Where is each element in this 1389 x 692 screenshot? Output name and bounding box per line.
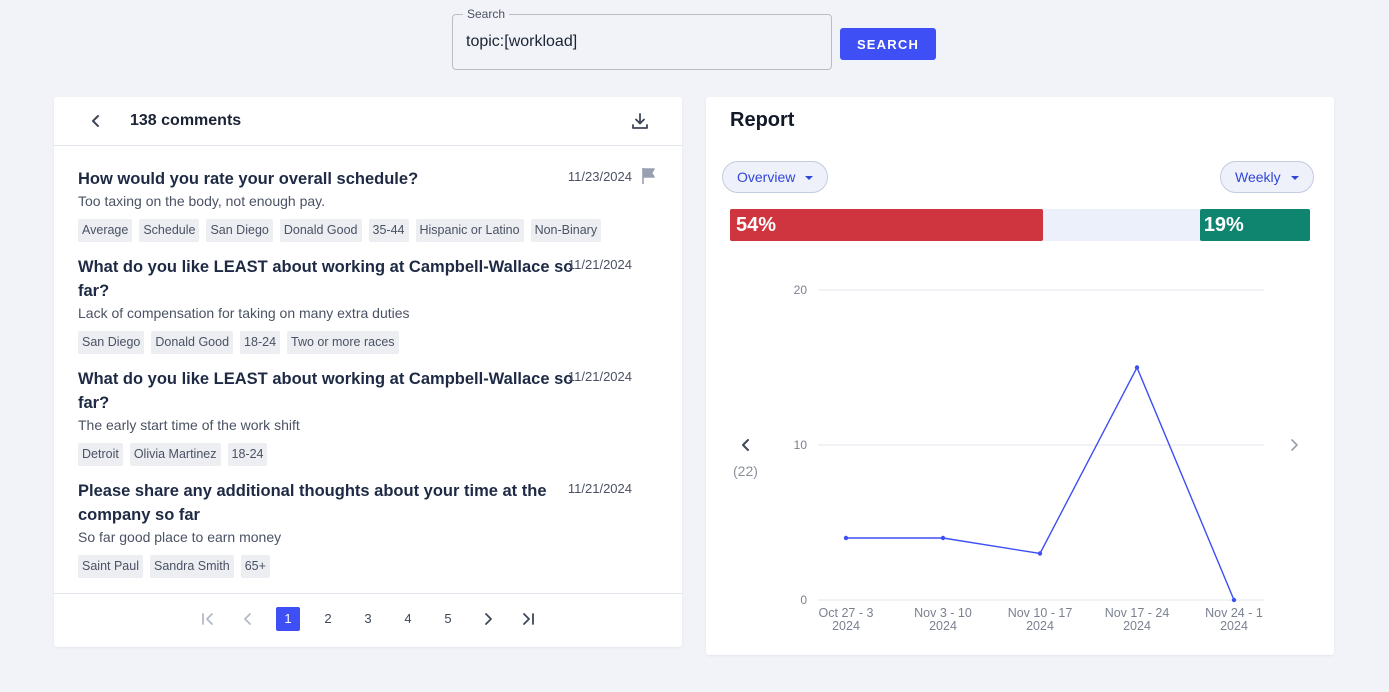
page-button[interactable]: 1: [276, 607, 300, 631]
data-point: [940, 535, 946, 541]
data-point: [1134, 365, 1140, 370]
x-tick-label: Oct 27 - 3 2024: [819, 606, 874, 633]
y-tick-label: 0: [800, 593, 807, 607]
comment-text: Too taxing on the body, not enough pay.: [78, 193, 326, 209]
x-tick-label: Nov 17 - 24 2024: [1105, 606, 1170, 633]
tag[interactable]: Donald Good: [151, 331, 234, 354]
tag[interactable]: San Diego: [206, 219, 273, 242]
tag[interactable]: Saint Paul: [78, 555, 143, 578]
comment-text: So far good place to earn money: [78, 529, 282, 545]
page-button[interactable]: 3: [364, 611, 372, 626]
caret-down-icon: [1290, 176, 1299, 181]
tag[interactable]: Schedule: [139, 219, 200, 242]
y-tick-label: 20: [794, 283, 808, 297]
series-line: [846, 365, 1235, 601]
search-box[interactable]: Search: [452, 7, 832, 70]
y-tick-label: 10: [794, 438, 808, 452]
first-page-icon[interactable]: [196, 607, 220, 631]
sentiment-bar: 54% 19%: [730, 209, 1310, 241]
search-label: Search: [463, 7, 510, 21]
tag[interactable]: Average: [78, 219, 133, 242]
tag[interactable]: Olivia Martinez: [129, 443, 221, 466]
comment-text: The early start time of the work shift: [78, 417, 300, 433]
data-point: [1037, 551, 1043, 556]
chart-count: (22): [733, 463, 758, 479]
comment-tags: San Diego Donald Good 18-24 Two or more …: [78, 331, 658, 354]
flag-icon[interactable]: [640, 167, 658, 185]
comment-tags: Saint Paul Sandra Smith 65+: [78, 555, 658, 578]
pagination: 1 2 3 4 5: [54, 593, 682, 647]
comment-date: 11/21/2024: [567, 369, 632, 384]
tag[interactable]: 35-44: [368, 219, 409, 242]
data-point: [1231, 597, 1237, 603]
search-button[interactable]: SEARCH: [840, 28, 936, 60]
tag[interactable]: San Diego: [78, 331, 145, 354]
positive-bar: 19%: [1199, 209, 1310, 241]
comment-item: How would you rate your overall schedule…: [78, 167, 658, 242]
comment-item: What do you like LEAST about working at …: [78, 367, 658, 466]
negative-bar: 54%: [730, 209, 1044, 241]
comment-item: What do you like LEAST about working at …: [78, 255, 658, 354]
comment-tags: Average Schedule San Diego Donald Good 3…: [78, 219, 658, 242]
comment-date: 11/23/2024: [567, 169, 632, 184]
tag[interactable]: Non-Binary: [530, 219, 602, 242]
x-tick-label: Nov 10 - 17 2024: [1008, 606, 1073, 633]
comment-date: 11/21/2024: [567, 257, 632, 272]
comments-count: 138 comments: [130, 112, 242, 129]
x-tick-label: Nov 3 - 10 2024: [914, 606, 972, 633]
search-input[interactable]: [466, 33, 816, 51]
x-tick-label: Nov 24 - 1 2024: [1205, 606, 1263, 633]
tag[interactable]: Detroit: [78, 443, 123, 466]
data-point: [843, 535, 849, 541]
view-select[interactable]: Overview: [722, 161, 829, 193]
period-select[interactable]: Weekly: [1220, 161, 1314, 193]
period-select-value: Weekly: [1235, 169, 1281, 185]
tag[interactable]: Two or more races: [287, 331, 399, 354]
chevron-left-icon[interactable]: [738, 437, 754, 453]
tag[interactable]: Donald Good: [279, 219, 362, 242]
report-panel: Report Overview Weekly 54% 19% (22) 0 10 2…: [706, 97, 1334, 655]
caret-down-icon: [805, 176, 814, 181]
comment-question: What do you like LEAST about working at …: [78, 258, 574, 300]
comment-question: How would you rate your overall schedule…: [78, 170, 419, 188]
chevron-right-icon[interactable]: [1286, 437, 1302, 453]
prev-page-icon[interactable]: [236, 607, 260, 631]
comment-tags: Detroit Olivia Martinez 18-24: [78, 443, 658, 466]
page-button[interactable]: 4: [404, 611, 412, 626]
page-button[interactable]: 5: [444, 611, 452, 626]
report-title: Report: [730, 109, 795, 131]
view-select-value: Overview: [737, 169, 796, 185]
trend-chart: 0 10 20 Oct 27 - 3 2024 Nov 3 - 10 2024 Nov 10 …: [794, 283, 1264, 633]
tag[interactable]: Sandra Smith: [149, 555, 234, 578]
last-page-icon[interactable]: [516, 607, 540, 631]
comment-text: Lack of compensation for taking on many …: [78, 305, 410, 321]
tag[interactable]: 18-24: [240, 331, 281, 354]
comment-question: What do you like LEAST about working at …: [78, 370, 574, 412]
tag[interactable]: Hispanic or Latino: [415, 219, 524, 242]
next-page-icon[interactable]: [476, 607, 500, 631]
page-button[interactable]: 2: [324, 611, 332, 626]
tag[interactable]: 65+: [240, 555, 270, 578]
tag[interactable]: 18-24: [227, 443, 268, 466]
comment-date: 11/21/2024: [567, 481, 632, 496]
comments-header: 138 comments: [54, 97, 682, 146]
comment-item: Please share any additional thoughts abo…: [78, 479, 658, 578]
comment-question: Please share any additional thoughts abo…: [78, 482, 547, 524]
download-icon[interactable]: [630, 111, 650, 131]
comments-panel: 138 comments How would you rate your ove…: [54, 97, 682, 647]
chevron-left-icon[interactable]: [88, 113, 104, 129]
